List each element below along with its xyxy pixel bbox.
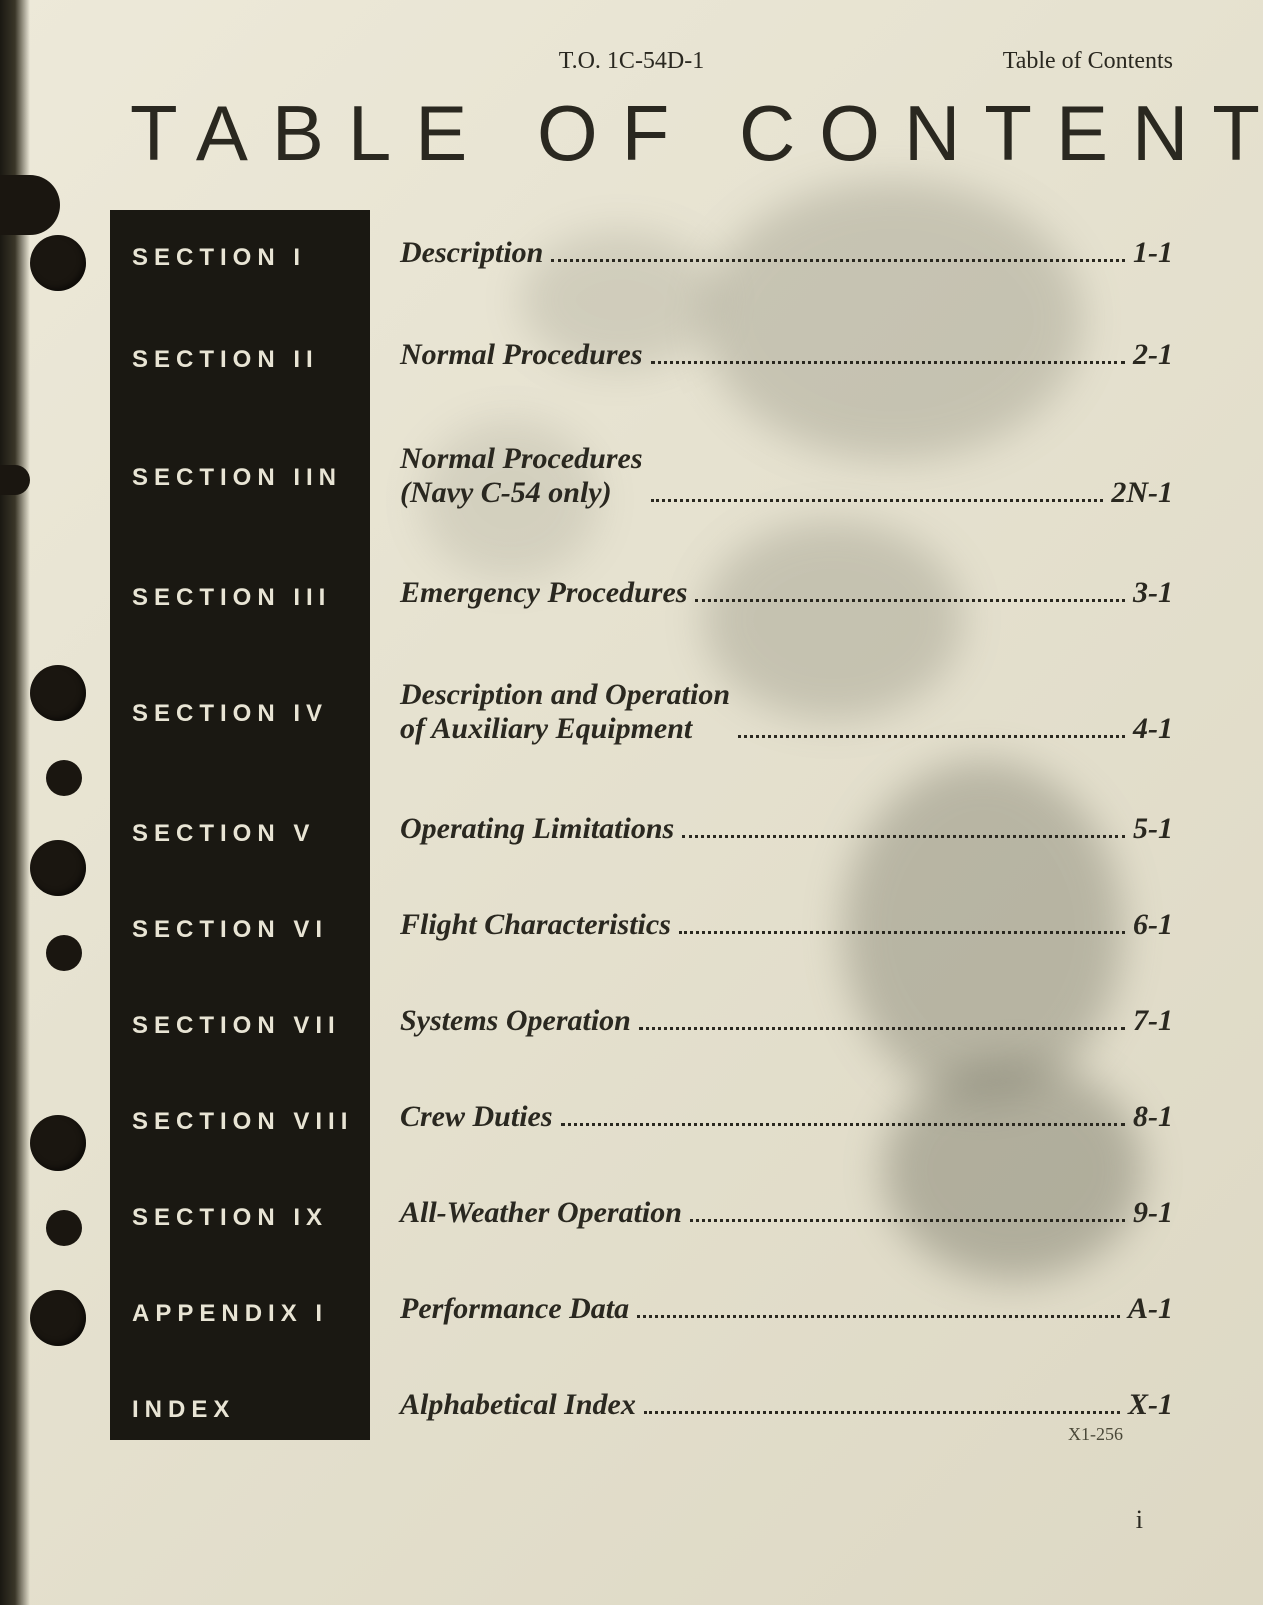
section-label: SECTION VII [110, 996, 370, 1056]
toc-entry-page: 1-1 [1133, 236, 1173, 270]
toc-entry-title: Flight Characteristics [400, 908, 671, 942]
section-label: SECTION V [110, 804, 370, 864]
punch-hole [0, 175, 60, 235]
section-label: APPENDIX I [110, 1284, 370, 1344]
section-label: SECTION VIII [110, 1092, 370, 1152]
page-title: TABLE OF CONTENTS [130, 88, 1263, 179]
punch-hole [30, 1290, 86, 1346]
toc-entry-page: 5-1 [1133, 812, 1173, 846]
toc-entry-page: 2-1 [1133, 338, 1173, 372]
toc-entry-title-line: Emergency Procedures [400, 576, 687, 610]
toc-leader-dots [690, 1219, 1125, 1222]
header-page-label: Table of Contents [1003, 48, 1173, 75]
toc-entry-title: Normal Procedures(Navy C-54 only) [400, 442, 643, 510]
toc-entry-page: 8-1 [1133, 1100, 1173, 1134]
section-label: SECTION I [110, 228, 370, 288]
binding-edge [0, 0, 30, 1605]
footer-document-code: X1-256 [1068, 1424, 1123, 1445]
toc-entry-title-line: Description and Operation [400, 678, 730, 712]
toc-entry-title: Alphabetical Index [400, 1388, 636, 1422]
section-label-column: SECTION I SECTION II SECTION IIN SECTION II… [110, 210, 370, 1440]
punch-hole [46, 1210, 82, 1246]
section-label: INDEX [110, 1380, 370, 1440]
toc-entry-title: Description and Operationof Auxiliary Eq… [400, 678, 730, 746]
punch-hole [30, 665, 86, 721]
toc-entry-page: 2N-1 [1111, 476, 1173, 510]
toc-leader-dots [738, 735, 1125, 738]
punch-hole [30, 235, 86, 291]
punch-hole [0, 465, 30, 495]
toc-entry-title-line: Crew Duties [400, 1100, 553, 1134]
toc-entry: Description 1-1 [400, 210, 1173, 270]
toc-leader-dots [695, 599, 1125, 602]
toc-entry-title: Crew Duties [400, 1100, 553, 1134]
section-label: SECTION VI [110, 900, 370, 960]
toc-entry: Normal Procedures 2-1 [400, 312, 1173, 372]
toc-entry-title: Operating Limitations [400, 812, 674, 846]
toc-leader-dots [651, 361, 1126, 364]
toc-entry-title-line: (Navy C-54 only) [400, 476, 643, 510]
toc-entry: Description and Operationof Auxiliary Eq… [400, 646, 1173, 746]
toc-entry-title-line: Normal Procedures [400, 442, 643, 476]
toc-entry-page: 9-1 [1133, 1196, 1173, 1230]
toc-entry-title-line: Description [400, 236, 543, 270]
punch-hole [46, 760, 82, 796]
toc-entry-title: Performance Data [400, 1292, 629, 1326]
toc-entry: Systems Operation 7-1 [400, 978, 1173, 1038]
toc-leader-dots [551, 259, 1125, 262]
toc-entry-title-line: Normal Procedures [400, 338, 643, 372]
toc-entry-title-line: All-Weather Operation [400, 1196, 682, 1230]
toc-entry-page: 6-1 [1133, 908, 1173, 942]
toc-entry-title: Systems Operation [400, 1004, 631, 1038]
punch-hole [46, 935, 82, 971]
toc-entry-page: A-1 [1128, 1292, 1173, 1326]
toc-leader-dots [639, 1027, 1125, 1030]
toc-entry-page: 7-1 [1133, 1004, 1173, 1038]
toc-entry-title: Normal Procedures [400, 338, 643, 372]
toc-entry-page: 4-1 [1133, 712, 1173, 746]
section-label: SECTION IV [110, 664, 370, 764]
section-label: SECTION III [110, 568, 370, 628]
toc-entry-title-line: of Auxiliary Equipment [400, 712, 730, 746]
toc-entry: All-Weather Operation 9-1 [400, 1170, 1173, 1230]
toc-entry: Alphabetical Index X-1 [400, 1362, 1173, 1422]
section-label: SECTION IX [110, 1188, 370, 1248]
toc-leader-dots [644, 1411, 1120, 1414]
toc-leader-dots [651, 499, 1104, 502]
toc-entry: Normal Procedures(Navy C-54 only) 2N-1 [400, 410, 1173, 510]
footer-page-number: i [1136, 1505, 1143, 1535]
toc-leader-dots [682, 835, 1125, 838]
toc-entry-title-line: Systems Operation [400, 1004, 631, 1038]
toc-entry-title-line: Performance Data [400, 1292, 629, 1326]
toc-entry-title-line: Alphabetical Index [400, 1388, 636, 1422]
toc-leader-dots [561, 1123, 1125, 1126]
punch-hole [30, 840, 86, 896]
toc-leader-dots [679, 931, 1125, 934]
toc-entry-title: All-Weather Operation [400, 1196, 682, 1230]
toc-entry-page: X-1 [1128, 1388, 1173, 1422]
toc-entry-title: Emergency Procedures [400, 576, 687, 610]
toc-entry: Crew Duties 8-1 [400, 1074, 1173, 1134]
toc-entry-title-line: Operating Limitations [400, 812, 674, 846]
punch-hole [30, 1115, 86, 1171]
toc-entry-page: 3-1 [1133, 576, 1173, 610]
toc-leader-dots [637, 1315, 1120, 1318]
toc-entry: Emergency Procedures 3-1 [400, 550, 1173, 610]
section-label: SECTION IIN [110, 428, 370, 528]
toc-entry: Flight Characteristics 6-1 [400, 882, 1173, 942]
toc-entry: Operating Limitations 5-1 [400, 786, 1173, 846]
toc-entry-title-line: Flight Characteristics [400, 908, 671, 942]
section-label: SECTION II [110, 330, 370, 390]
toc-entry: Performance Data A-1 [400, 1266, 1173, 1326]
page-background: T.O. 1C-54D-1 Table of Contents TABLE OF… [0, 0, 1263, 1605]
toc-entry-title: Description [400, 236, 543, 270]
